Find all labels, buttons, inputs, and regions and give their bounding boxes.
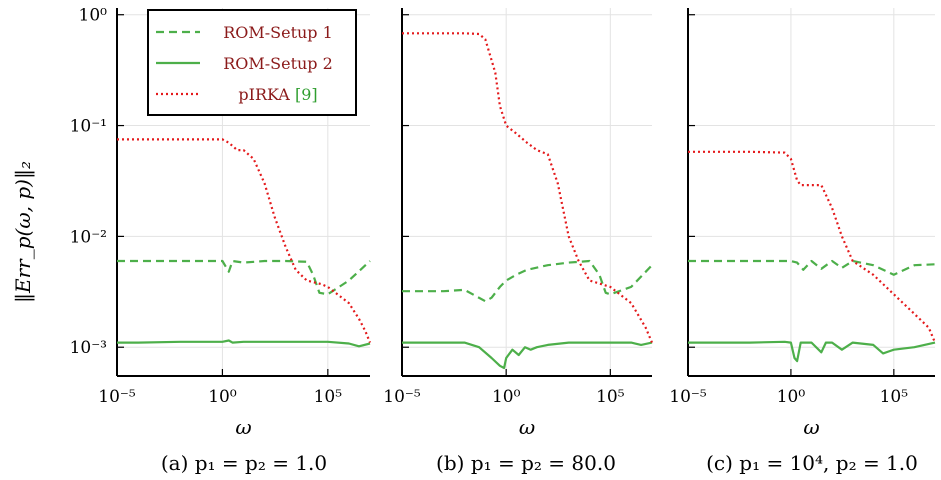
series-pirka <box>402 32 654 344</box>
y-tick-label: 10⁻¹ <box>70 117 107 137</box>
panel-caption: (b) p₁ = p₂ = 80.0 <box>436 451 616 475</box>
grid <box>401 8 652 376</box>
x-tick-label: 10⁵ <box>880 387 909 407</box>
legend-label-text: ROM-Setup 1 <box>223 23 333 42</box>
x-axis-label: ω <box>519 415 535 439</box>
series-rom-setup-2 <box>402 341 653 370</box>
x-axis-label: ω <box>235 415 251 439</box>
legend-label-text: pIRKA <box>238 85 290 104</box>
panel-a: 10⁰ 10⁻¹ 10⁻² 10⁻³ 10⁻⁵ 10⁰ 10⁵ ω (a) p₁ = p₂ = … <box>70 6 372 475</box>
legend-label-text: ROM-Setup 2 <box>223 54 333 73</box>
series-pirka <box>688 150 937 344</box>
y-axis-label: ‖Err_p(ω, p)‖₂ <box>11 161 36 303</box>
x-tick-label: 10⁻⁵ <box>669 387 707 407</box>
legend: ROM-Setup 1 ROM-Setup 2 pIRKA [9] <box>147 9 357 116</box>
x-tick-label: 10⁰ <box>208 387 237 407</box>
x-tick-label: 10⁻⁵ <box>383 387 421 407</box>
panels: 10⁰ 10⁻¹ 10⁻² 10⁻³ 10⁻⁵ 10⁰ 10⁵ ω (a) p₁ = p₂ = … <box>70 6 937 475</box>
x-axis-label: ω <box>803 415 819 439</box>
y-tick-label: 10⁰ <box>79 6 108 26</box>
x-tick-label: 10⁰ <box>492 387 521 407</box>
series-pirka <box>117 138 372 344</box>
series-rom-setup-1 <box>688 259 936 276</box>
x-tick-label: 10⁻⁵ <box>98 387 136 407</box>
y-axis-title: ‖Err_p(ω, p)‖₂ <box>11 161 36 303</box>
panel-b: 10⁻⁵ 10⁰ 10⁵ ω (b) p₁ = p₂ = 80.0 <box>383 8 654 475</box>
legend-citation: [9] <box>290 85 318 104</box>
grid <box>687 8 935 376</box>
y-tick-label: 10⁻³ <box>70 338 107 358</box>
series-rom-setup-1 <box>402 259 653 303</box>
legend-label: ROM-Setup 1 <box>223 23 333 42</box>
series-rom-setup-2 <box>117 339 371 348</box>
panel-caption: (c) p₁ = 10⁴, p₂ = 1.0 <box>706 451 918 475</box>
legend-label: pIRKA [9] <box>238 85 317 104</box>
x-tick-label: 10⁰ <box>777 387 806 407</box>
series-rom-setup-1 <box>117 259 371 296</box>
panel-c: 10⁻⁵ 10⁰ 10⁵ ω (c) p₁ = 10⁴, p₂ = 1.0 <box>669 8 937 475</box>
panel-caption: (a) p₁ = p₂ = 1.0 <box>161 451 327 475</box>
y-tick-label: 10⁻² <box>70 227 107 247</box>
x-tick-label: 10⁵ <box>596 387 625 407</box>
x-tick-label: 10⁵ <box>314 387 343 407</box>
series-rom-setup-2 <box>688 340 936 363</box>
legend-label: ROM-Setup 2 <box>223 54 333 73</box>
